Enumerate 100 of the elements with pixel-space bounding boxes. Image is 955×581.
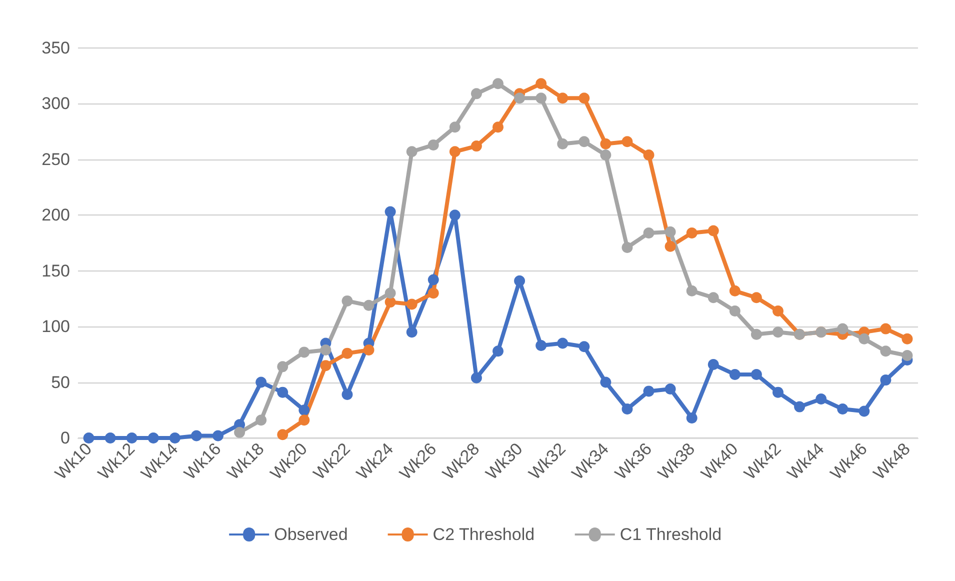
legend-label: Observed (274, 525, 348, 544)
point (557, 138, 568, 150)
y-tick-label: 250 (42, 150, 70, 169)
point (277, 386, 288, 398)
point (492, 78, 504, 90)
point (622, 404, 633, 415)
point (514, 275, 526, 286)
point (492, 122, 504, 133)
point (536, 78, 547, 90)
point (643, 227, 654, 238)
point (578, 92, 590, 104)
point (772, 305, 784, 316)
point (578, 341, 590, 352)
point (664, 383, 676, 394)
point (729, 305, 740, 316)
point (880, 346, 892, 357)
point (686, 412, 698, 424)
point (729, 368, 740, 380)
point (536, 92, 547, 104)
point (557, 92, 568, 104)
point (363, 300, 374, 311)
point (363, 344, 374, 356)
legend-label: C1 Threshold (620, 525, 722, 544)
point (190, 430, 202, 442)
point (104, 432, 116, 444)
y-tick-label: 200 (42, 206, 70, 225)
point (772, 326, 784, 338)
point (708, 358, 719, 370)
point (277, 361, 288, 372)
point (428, 139, 439, 150)
point (686, 227, 698, 238)
point (126, 432, 138, 444)
point (880, 374, 892, 386)
point (708, 225, 719, 236)
point (428, 288, 439, 299)
y-tick-label: 100 (42, 317, 70, 336)
point (858, 333, 870, 344)
point (600, 149, 612, 160)
point (342, 348, 353, 359)
point (384, 296, 396, 308)
point (428, 274, 439, 286)
point (664, 226, 676, 238)
point (256, 414, 267, 426)
point (449, 210, 460, 221)
point (234, 426, 246, 438)
point (622, 242, 633, 253)
point (514, 92, 526, 104)
point (816, 394, 827, 404)
point (622, 136, 633, 148)
point (708, 292, 719, 304)
point (902, 333, 913, 344)
point (492, 346, 504, 357)
point (750, 328, 762, 340)
point (600, 376, 612, 388)
point (686, 285, 698, 296)
point (320, 344, 332, 356)
point (837, 404, 848, 415)
point (320, 360, 332, 372)
point (578, 136, 590, 148)
point (169, 432, 180, 444)
point (449, 122, 460, 133)
point (406, 298, 418, 310)
y-tick-label: 350 (42, 38, 70, 58)
point (772, 386, 784, 398)
point (384, 206, 396, 218)
point (750, 292, 762, 304)
point (643, 386, 654, 397)
point (256, 376, 267, 388)
point (750, 368, 762, 380)
y-tick-label: 300 (42, 94, 70, 114)
point (470, 372, 482, 384)
point (837, 323, 848, 334)
point (148, 432, 159, 444)
point (729, 285, 740, 296)
point (557, 338, 568, 349)
point (643, 149, 654, 160)
point (298, 404, 310, 416)
point (536, 340, 547, 352)
point (449, 146, 460, 158)
y-tick-label: 150 (42, 261, 70, 280)
point (406, 146, 418, 158)
point (664, 240, 676, 252)
point (384, 288, 396, 299)
point (83, 432, 94, 444)
point (470, 88, 482, 100)
point (212, 430, 224, 442)
point (794, 401, 806, 412)
point (858, 406, 870, 417)
point (342, 389, 353, 400)
point (277, 429, 288, 440)
point (298, 346, 310, 358)
point (902, 350, 913, 362)
y-tick-label: 50 (51, 372, 70, 392)
point (298, 414, 310, 426)
legend-label: C2 Threshold (432, 525, 535, 544)
point (406, 326, 418, 338)
point (880, 323, 892, 334)
point (600, 138, 612, 150)
y-tick-label: 0 (60, 428, 70, 448)
point (342, 295, 353, 306)
